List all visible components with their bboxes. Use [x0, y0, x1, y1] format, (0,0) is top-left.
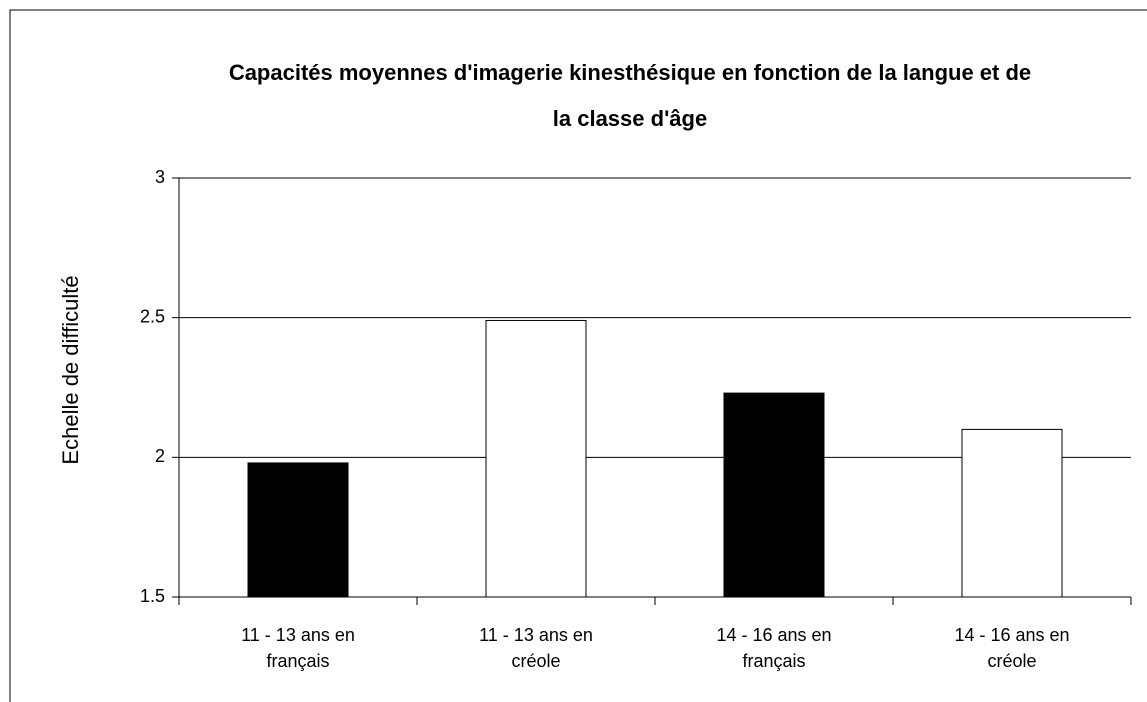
x-tick-label: 14 - 16 ans en créole [954, 625, 1070, 671]
chart-title: Capacités moyennes d'imagerie kinesthési… [228, 60, 1032, 131]
y-axis-label: Echelle de difficulté [58, 275, 83, 464]
bar [961, 428, 1063, 598]
bar [485, 319, 587, 598]
frame [9, 9, 1147, 702]
x-tick-label: 11 - 13 ans en créole [479, 625, 593, 671]
x-tick-label: 14 - 16 ans en français [716, 625, 832, 671]
y-tick-label: 3 [155, 167, 165, 187]
x-tick-label: 11 - 13 ans en français [241, 625, 355, 671]
y-tick-label: 2 [155, 446, 165, 466]
bar [723, 392, 825, 598]
y-tick-label: 1.5 [140, 586, 165, 606]
y-tick-label: 2.5 [140, 306, 165, 326]
bar [247, 462, 349, 598]
